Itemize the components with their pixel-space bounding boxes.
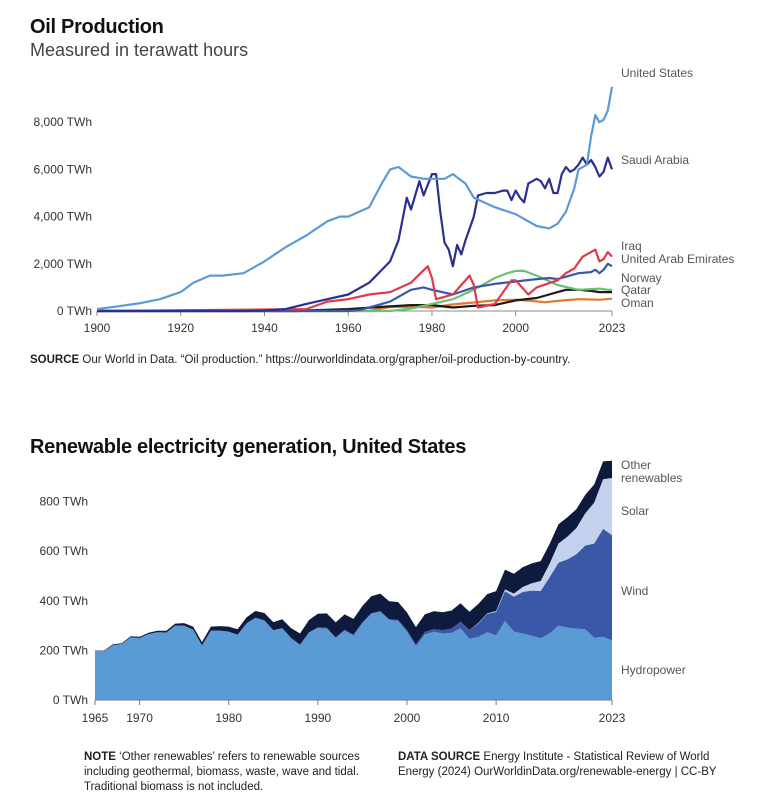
y-tick-label: 2,000 TWh	[34, 257, 92, 271]
series-label-united-arab-emirates: United Arab Emirates	[621, 252, 734, 266]
y-tick-label: 0 TWh	[53, 693, 88, 707]
x-tick-label: 2023	[599, 321, 626, 335]
series-label-other-renewables: Other renewables	[621, 458, 682, 485]
series-label-hydropower: Hydropower	[621, 663, 686, 677]
chart1-source: SOURCE Our World in Data. “Oil productio…	[30, 354, 570, 366]
datasource-label: DATA SOURCE	[398, 751, 481, 763]
y-tick-label: 800 TWh	[40, 495, 88, 509]
x-tick-label: 1900	[84, 321, 111, 335]
note-label: NOTE	[84, 751, 116, 763]
source-label: SOURCE	[30, 354, 80, 366]
x-tick-label: 1920	[167, 321, 194, 335]
chart1-subtitle: Measured in terawatt hours	[30, 40, 249, 60]
x-tick-label: 2023	[599, 711, 626, 725]
y-tick-label: 4,000 TWh	[34, 210, 92, 224]
series-label-qatar: Qatar	[621, 283, 651, 297]
x-tick-label: 2000	[394, 711, 421, 725]
x-tick-label: 1980	[419, 321, 446, 335]
y-tick-label: 0 TWh	[57, 304, 92, 318]
chart2-title: Renewable electricity generation, United…	[30, 436, 467, 458]
area-other-renewables	[95, 460, 612, 652]
series-line-oman	[97, 297, 613, 313]
x-tick-label: 2000	[502, 321, 529, 335]
x-tick-label: 1960	[335, 321, 362, 335]
x-tick-label: 1980	[215, 711, 242, 725]
area-wind	[95, 528, 612, 652]
y-tick-label: 400 TWh	[40, 594, 88, 608]
y-tick-label: 8,000 TWh	[34, 115, 92, 129]
chart2-datasource: DATA SOURCE Energy Institute - Statistic…	[398, 750, 748, 780]
series-line-norway	[97, 269, 612, 313]
series-label-solar: Solar	[621, 504, 649, 518]
series-line-saudi-arabia	[97, 156, 614, 313]
y-tick-label: 600 TWh	[40, 544, 88, 558]
oil-production-chart: 0 TWh 2,000 TWh 4,000 TWh 6,000 TWh 8,000 TW…	[34, 66, 735, 335]
renewable-generation-chart: 0 TWh 200 TWh 400 TWh 600 TWh 800 TWh 1965 197…	[40, 458, 686, 725]
series-label-oman: Oman	[621, 296, 654, 310]
x-tick-label: 1940	[251, 321, 278, 335]
series-line-united-states	[96, 86, 614, 311]
y-tick-label: 6,000 TWh	[34, 162, 92, 176]
x-tick-label: 1970	[126, 711, 153, 725]
series-label-united-states: United States	[621, 66, 693, 80]
area-hydropower	[95, 611, 612, 700]
chart1-title: Oil Production	[30, 16, 164, 38]
series-label-norway: Norway	[621, 271, 662, 285]
chart2-note: NOTE ‘Other renewables’ refers to renewa…	[84, 750, 374, 795]
x-tick-label: 1990	[304, 711, 331, 725]
note-text: ‘Other renewables’ refers to renewable s…	[84, 751, 360, 793]
x-tick-label: 2010	[483, 711, 510, 725]
series-line-iraq	[96, 248, 613, 313]
y-tick-label: 200 TWh	[40, 643, 88, 657]
source-text: Our World in Data. “Oil production.” htt…	[82, 354, 571, 366]
series-label-saudi-arabia: Saudi Arabia	[621, 153, 689, 167]
x-tick-label: 1965	[82, 711, 109, 725]
series-label-iraq: Iraq	[621, 239, 642, 253]
series-label-wind: Wind	[621, 584, 648, 598]
datasource-text: Energy Institute - Statistical Review of…	[398, 751, 717, 778]
